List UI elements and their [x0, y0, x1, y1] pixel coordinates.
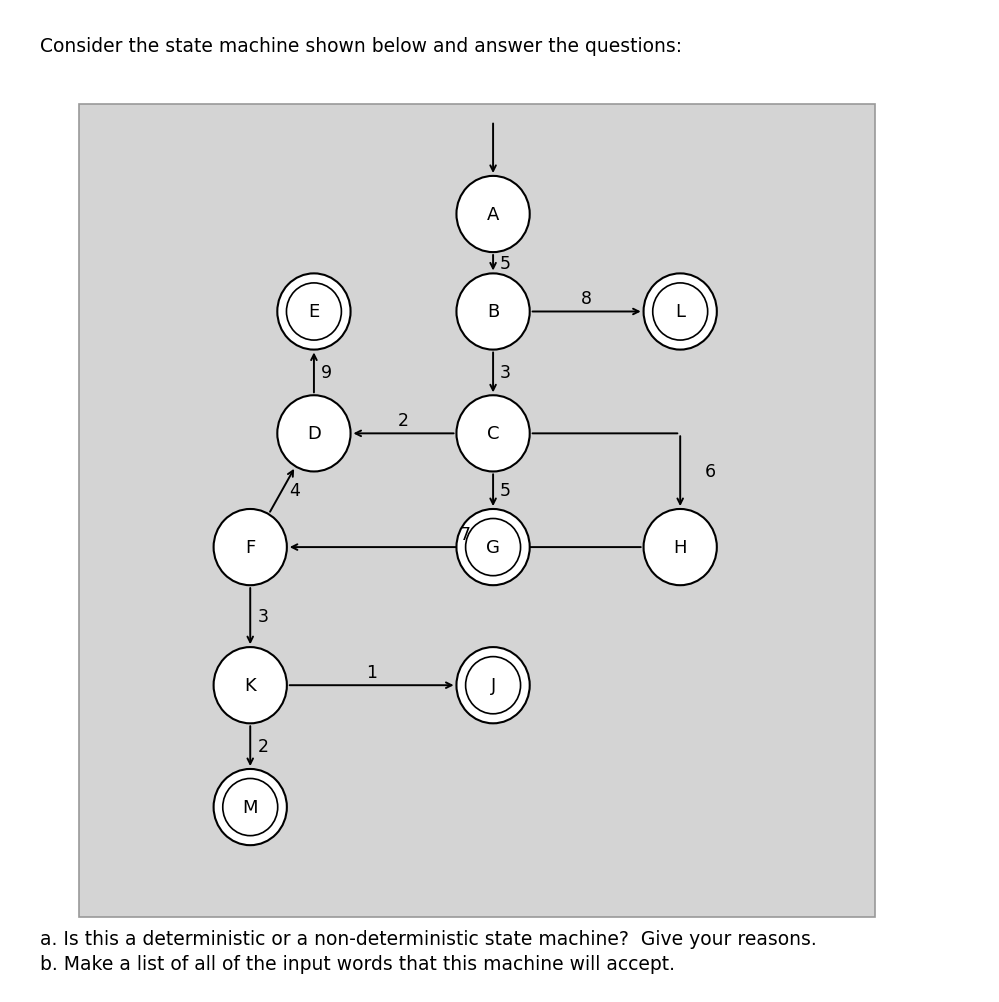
Text: 9: 9: [321, 364, 332, 382]
Circle shape: [643, 275, 717, 351]
Circle shape: [457, 275, 529, 351]
Text: J: J: [491, 676, 496, 694]
Circle shape: [278, 396, 351, 472]
Text: E: E: [309, 304, 320, 322]
Text: H: H: [673, 538, 687, 556]
Circle shape: [457, 176, 529, 253]
Text: b. Make a list of all of the input words that this machine will accept.: b. Make a list of all of the input words…: [41, 954, 675, 973]
Text: 2: 2: [398, 412, 409, 430]
Circle shape: [214, 509, 287, 585]
Text: 5: 5: [500, 255, 511, 273]
Text: D: D: [307, 425, 321, 443]
Text: K: K: [245, 676, 256, 694]
Text: Consider the state machine shown below and answer the questions:: Consider the state machine shown below a…: [41, 37, 682, 56]
Text: 3: 3: [500, 364, 511, 382]
Text: B: B: [487, 304, 500, 322]
Text: 8: 8: [581, 291, 592, 309]
Text: F: F: [245, 538, 256, 556]
Circle shape: [278, 275, 351, 351]
Circle shape: [457, 509, 529, 585]
Circle shape: [457, 647, 529, 723]
Text: 4: 4: [289, 482, 300, 500]
Text: L: L: [675, 304, 685, 322]
Text: 6: 6: [704, 463, 715, 481]
Circle shape: [214, 770, 287, 846]
Circle shape: [457, 396, 529, 472]
Text: A: A: [487, 205, 500, 223]
Text: 3: 3: [258, 607, 269, 625]
Circle shape: [643, 509, 717, 585]
Text: 2: 2: [258, 737, 269, 756]
Text: 7: 7: [460, 525, 471, 543]
Circle shape: [214, 647, 287, 723]
FancyBboxPatch shape: [79, 105, 875, 917]
Text: C: C: [487, 425, 500, 443]
Text: a. Is this a deterministic or a non-deterministic state machine?  Give your reas: a. Is this a deterministic or a non-dete…: [41, 929, 817, 948]
Text: M: M: [243, 799, 258, 817]
Text: 1: 1: [367, 663, 378, 681]
Text: 5: 5: [500, 482, 511, 500]
Text: G: G: [487, 538, 500, 556]
